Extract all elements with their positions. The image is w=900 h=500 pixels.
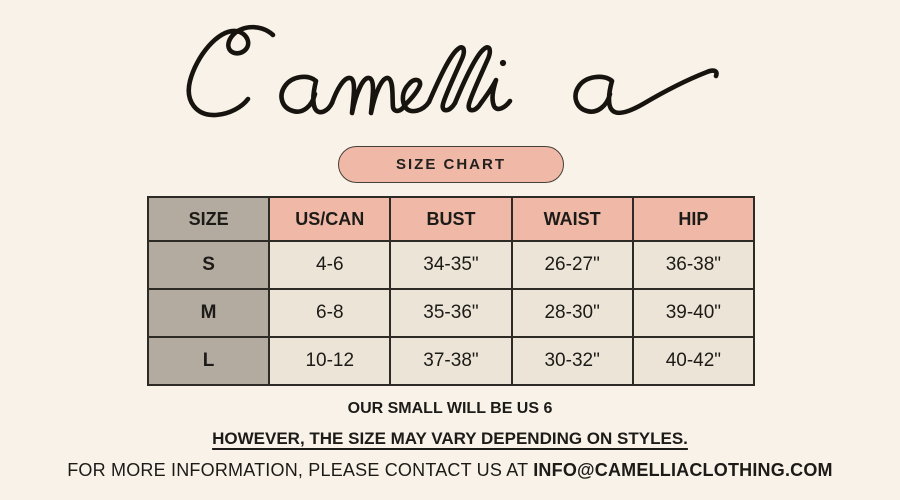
size-row-s: S 4-6 34-35" 26-27" 36-38": [146, 240, 756, 290]
cell-m-hip: 39-40": [631, 288, 756, 338]
size-chart-badge: SIZE CHART: [338, 146, 564, 183]
column-header-us-can: US/CAN: [268, 196, 392, 242]
cell-l-waist: 30-32": [510, 336, 634, 386]
size-label-s: S: [146, 240, 271, 290]
cell-l-bust: 37-38": [389, 336, 513, 386]
logo-letter-e: [400, 77, 432, 114]
cell-s-us-can: 4-6: [268, 240, 392, 290]
brand-logo-script: [186, 24, 719, 118]
note-size-variance: HOWEVER, THE SIZE MAY VARY DEPENDING ON …: [212, 429, 688, 448]
note-small-equivalence: OUR SMALL WILL BE US 6: [347, 400, 553, 417]
cell-s-hip: 36-38": [631, 240, 756, 290]
cell-m-bust: 35-36": [389, 288, 513, 338]
logo-letter-l1: [426, 45, 467, 113]
logo-letter-C: [186, 24, 276, 118]
size-label-m: M: [146, 288, 271, 338]
column-header-bust: BUST: [389, 196, 513, 242]
brand-logo: Camellia: [180, 10, 725, 142]
note-contact: FOR MORE INFORMATION, PLEASE CONTACT US …: [67, 460, 833, 481]
table-header-row: SIZE US/CAN BUST WAIST HIP: [146, 196, 756, 242]
cell-s-bust: 34-35": [389, 240, 513, 290]
logo-i-dot: [499, 59, 507, 67]
logo-letter-m: [329, 75, 408, 116]
size-chart-table: SIZE US/CAN BUST WAIST HIP S 4-6 34-35" …: [146, 196, 756, 386]
cell-m-us-can: 6-8: [268, 288, 392, 338]
logo-letter-a1: [279, 74, 335, 115]
cell-s-waist: 26-27": [510, 240, 634, 290]
size-chart-badge-label: SIZE CHART: [396, 156, 506, 173]
footer-notes: OUR SMALL WILL BE US 6 HOWEVER, THE SIZE…: [0, 400, 900, 481]
cell-l-hip: 40-42": [631, 336, 756, 386]
size-row-m: M 6-8 35-36" 28-30" 39-40": [146, 288, 756, 338]
size-label-l: L: [146, 336, 271, 386]
cell-l-us-can: 10-12: [268, 336, 392, 386]
brand-name: Camellia: [180, 142, 181, 143]
column-header-size: SIZE: [146, 196, 271, 242]
cell-m-waist: 28-30": [510, 288, 634, 338]
column-header-waist: WAIST: [510, 196, 634, 242]
column-header-hip: HIP: [631, 196, 756, 242]
size-row-l: L 10-12 37-38" 30-32" 40-42": [146, 336, 756, 386]
logo-letter-a2: [573, 68, 719, 116]
logo-letter-i: [478, 77, 513, 112]
note-contact-prefix: FOR MORE INFORMATION, PLEASE CONTACT US …: [67, 460, 534, 480]
logo-letter-l2: [452, 45, 493, 113]
contact-email: INFO@CAMELLIACLOTHING.COM: [533, 460, 833, 480]
